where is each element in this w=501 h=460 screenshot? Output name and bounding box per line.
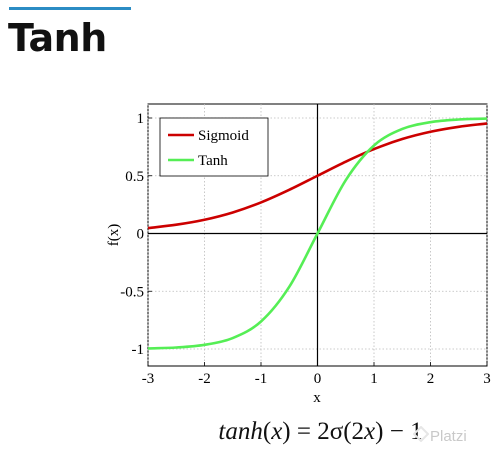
series-line-sigmoid (147, 122, 488, 230)
x-tick-label: 1 (370, 371, 378, 387)
x-axis-label: x (313, 390, 321, 406)
x-tick-label: 3 (483, 371, 491, 387)
platzi-watermark: Platzi (430, 428, 467, 445)
slide-title: Tanh (8, 16, 107, 60)
formula-var: x (271, 418, 283, 445)
legend-box (159, 117, 269, 177)
formula-paren-close: ) (282, 418, 291, 445)
x-tick-label: -3 (142, 371, 155, 387)
formula-rhs-suffix: ) − 1 (375, 418, 423, 445)
y-tick-label: 0 (137, 227, 145, 243)
y-tick-label: -1 (132, 342, 145, 358)
formula-rhs-var: x (364, 418, 376, 445)
tanh-formula: tanh(x) = 2σ(2x) − 1 (0, 418, 501, 446)
x-tick-label: -2 (198, 371, 211, 387)
series (147, 117, 488, 350)
x-tick-label: -1 (255, 371, 268, 387)
y-axis-label: f(x) (106, 224, 122, 247)
x-tick-label: 0 (314, 371, 322, 387)
y-tick-label: 1 (137, 111, 145, 127)
platzi-logo-icon (413, 426, 429, 442)
formula-rhs-prefix: = 2σ(2 (290, 418, 365, 445)
title-accent-bar (9, 7, 131, 10)
legend-label-sigmoid: Sigmoid (198, 128, 249, 144)
formula-func: tanh (218, 418, 263, 445)
x-tick-label: 2 (427, 371, 435, 387)
tick-labels: -3 -2 -1 0 1 2 3 -1 -0.5 0 0.5 1 (120, 111, 491, 387)
formula-paren-open: ( (262, 418, 272, 445)
legend: Sigmoid Tanh (159, 117, 269, 177)
y-tick-label: 0.5 (125, 169, 144, 185)
series-line-tanh (147, 117, 488, 350)
y-tick-label: -0.5 (120, 284, 144, 300)
legend-label-tanh: Tanh (198, 153, 228, 169)
